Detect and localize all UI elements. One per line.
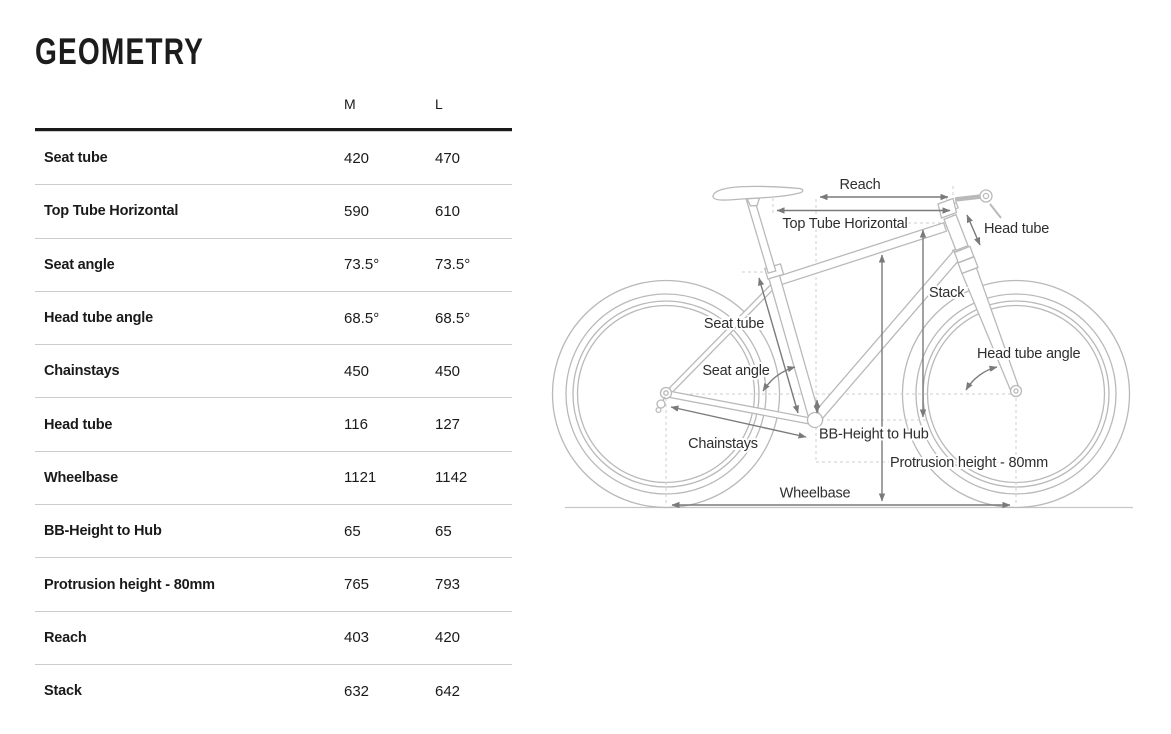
derailleur-pulley-small <box>655 406 662 414</box>
row-value-l: 610 <box>435 202 461 220</box>
label-seat-angle: Seat angle <box>702 363 769 379</box>
column-header-l: L <box>435 96 443 112</box>
table-row: Head tube 116 127 <box>35 397 512 450</box>
front-hub <box>1013 388 1019 394</box>
row-value-l: 73.5° <box>435 256 471 274</box>
label-top-tube-horizontal: Top Tube Horizontal <box>782 216 907 232</box>
row-label: BB-Height to Hub <box>44 523 162 540</box>
row-value-l: 642 <box>435 682 461 700</box>
row-value-m: 420 <box>344 149 370 167</box>
row-value-m: 73.5° <box>344 256 380 274</box>
row-value-m: 65 <box>344 522 361 540</box>
label-reach: Reach <box>840 177 881 193</box>
geometry-table: GEOMETRY M L Seat tube 420 470 Top Tube … <box>35 30 512 717</box>
row-label: Wheelbase <box>44 469 118 486</box>
row-value-m: 632 <box>344 682 370 700</box>
label-wheelbase: Wheelbase <box>780 486 851 502</box>
row-value-l: 450 <box>435 362 461 380</box>
row-label: Head tube <box>44 416 113 433</box>
row-value-m: 450 <box>344 362 370 380</box>
chain-stays <box>666 390 812 425</box>
table-row: Seat tube 420 470 <box>35 131 512 184</box>
head-tube-arrow <box>966 214 981 246</box>
page-title: GEOMETRY <box>35 31 205 72</box>
label-bb-height-to-hub: BB-Height to Hub <box>819 427 929 443</box>
table-row: Top Tube Horizontal 590 610 <box>35 184 512 237</box>
table-row: Seat angle 73.5° 73.5° <box>35 237 512 291</box>
table-row: Chainstays 450 450 <box>35 344 512 397</box>
fork-crown-lower <box>957 256 979 275</box>
row-label: Protrusion height - 80mm <box>44 576 215 593</box>
row-value-l: 470 <box>435 149 461 167</box>
diagram-labels: Reach Top Tube Horizontal Head tube Stac… <box>686 175 1083 504</box>
row-label: Top Tube Horizontal <box>44 203 179 220</box>
label-head-tube-angle: Head tube angle <box>977 346 1081 362</box>
row-value-m: 116 <box>344 416 368 434</box>
brake-lever <box>989 203 1002 219</box>
row-value-l: 793 <box>435 576 461 594</box>
table-row: BB-Height to Hub 65 65 <box>35 504 512 557</box>
saddle-assembly <box>712 185 804 274</box>
label-protrusion-height: Protrusion height - 80mm <box>890 455 1048 471</box>
handlebar <box>954 194 982 202</box>
table-row: Stack 632 642 <box>35 663 512 717</box>
row-value-l: 65 <box>435 522 452 540</box>
row-label: Chainstays <box>44 363 120 380</box>
row-value-l: 127 <box>435 416 461 434</box>
seat-angle-arc <box>762 366 796 392</box>
row-value-l: 420 <box>435 629 461 647</box>
table-row: Wheelbase 1121 1142 <box>35 450 512 504</box>
row-value-l: 1142 <box>435 469 468 487</box>
row-label: Reach <box>44 629 87 646</box>
saddle <box>712 185 804 201</box>
label-seat-tube: Seat tube <box>704 316 764 332</box>
row-value-m: 590 <box>344 202 370 220</box>
derailleur-pulley <box>656 399 666 409</box>
table-row: Reach 403 420 <box>35 610 512 664</box>
chainstays-arrow <box>670 405 807 439</box>
label-chainstays: Chainstays <box>688 436 758 452</box>
rear-hub <box>659 386 673 400</box>
label-head-tube: Head tube <box>984 221 1049 237</box>
measurement-arrows <box>670 193 1011 509</box>
bottom-bracket <box>806 411 824 429</box>
head-tube-frame <box>943 213 969 252</box>
top-tube <box>769 221 948 289</box>
cockpit <box>937 189 1002 219</box>
row-value-l: 68.5° <box>435 309 471 327</box>
column-header-m: M <box>344 96 356 112</box>
front-dropout <box>1009 384 1023 398</box>
table-row: Protrusion height - 80mm 765 793 <box>35 557 512 610</box>
row-value-m: 1121 <box>344 469 377 487</box>
rear-hub-inner <box>663 390 669 396</box>
down-tube <box>813 245 966 421</box>
grip-inner <box>982 192 990 200</box>
table-header-row: M L <box>35 70 512 131</box>
row-label: Seat tube <box>44 150 108 167</box>
row-value-m: 765 <box>344 576 370 594</box>
fork-blade <box>961 267 1020 390</box>
seat-post <box>745 196 777 274</box>
label-stack: Stack <box>929 285 965 301</box>
row-label: Seat angle <box>44 256 115 273</box>
row-label: Stack <box>44 683 82 700</box>
head-tube-angle-arc <box>965 365 998 391</box>
row-value-m: 403 <box>344 629 370 647</box>
table-row: Head tube angle 68.5° 68.5° <box>35 290 512 344</box>
row-label: Head tube angle <box>44 310 153 327</box>
rear-dropout <box>655 386 673 414</box>
grip <box>979 189 993 203</box>
fork <box>953 245 1023 398</box>
row-value-m: 68.5° <box>344 309 380 327</box>
